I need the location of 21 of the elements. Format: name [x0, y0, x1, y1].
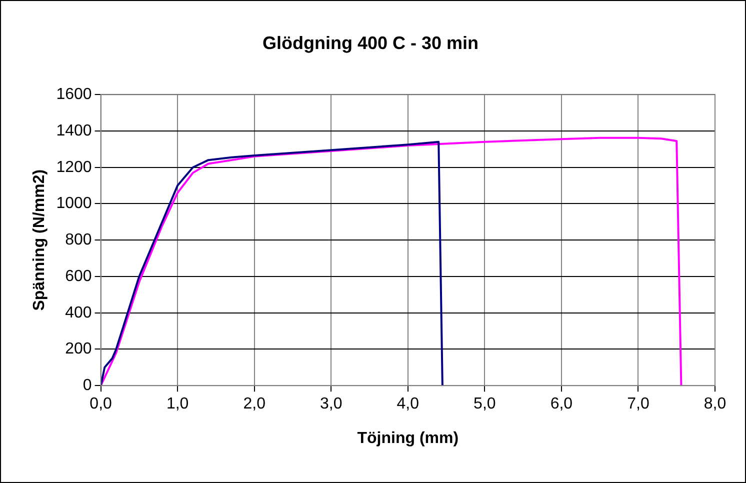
x-tick-label: 5,0	[474, 396, 496, 413]
y-tick-label: 1400	[56, 122, 92, 140]
x-tick-label: 1,0	[166, 396, 189, 413]
y-tick-label: 400	[65, 304, 92, 322]
y-tick-label: 1000	[56, 195, 92, 212]
y-tick-label: 200	[65, 340, 92, 358]
x-tick-label: 6,0	[550, 396, 573, 413]
chart-title: Glödgning 400 C - 30 min	[262, 32, 479, 53]
x-tick-label: 2,0	[243, 396, 266, 413]
y-tick-label: 600	[65, 268, 92, 285]
x-tick-label: 7,0	[627, 396, 650, 413]
y-axis-title: Spänning (N/mm2)	[31, 169, 48, 311]
y-tick-label: 0	[82, 377, 92, 394]
x-tick-label: 8,0	[704, 396, 726, 413]
x-tick-label: 3,0	[320, 396, 342, 413]
y-tick-label: 800	[65, 232, 92, 249]
x-axis-title: Töjning (mm)	[357, 430, 459, 447]
y-tick-label: 1600	[56, 86, 92, 104]
x-tick-label: 0,0	[90, 396, 112, 413]
y-tick-label: 1200	[56, 158, 92, 176]
x-tick-label: 4,0	[396, 396, 420, 413]
